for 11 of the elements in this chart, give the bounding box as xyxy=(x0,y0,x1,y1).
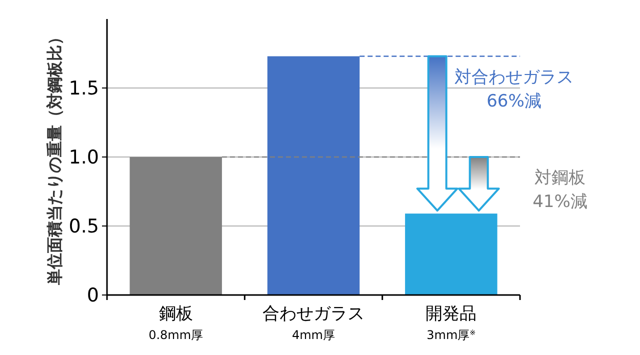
ref-line-label: 対合わせガラス 66%減 xyxy=(454,67,574,112)
ref-line-label: 対鋼板 41%減 xyxy=(532,168,588,212)
y-tick-label: 0.5 xyxy=(68,216,99,238)
x-tick-label: 合わせガラス 4mm厚 xyxy=(262,304,364,342)
y-tick-label: 1.5 xyxy=(68,78,99,100)
y-axis-title: 単位面積当たりの重量（対鋼板比） xyxy=(45,29,64,286)
y-tick-label: 1.0 xyxy=(68,146,99,169)
bar xyxy=(405,214,498,295)
y-tick-label: 0 xyxy=(86,284,99,307)
x-tick-label: 開発品 3mm厚$^{※}$ xyxy=(426,304,477,342)
x-tick-label: 鋼板 0.8mm厚 xyxy=(148,304,204,342)
